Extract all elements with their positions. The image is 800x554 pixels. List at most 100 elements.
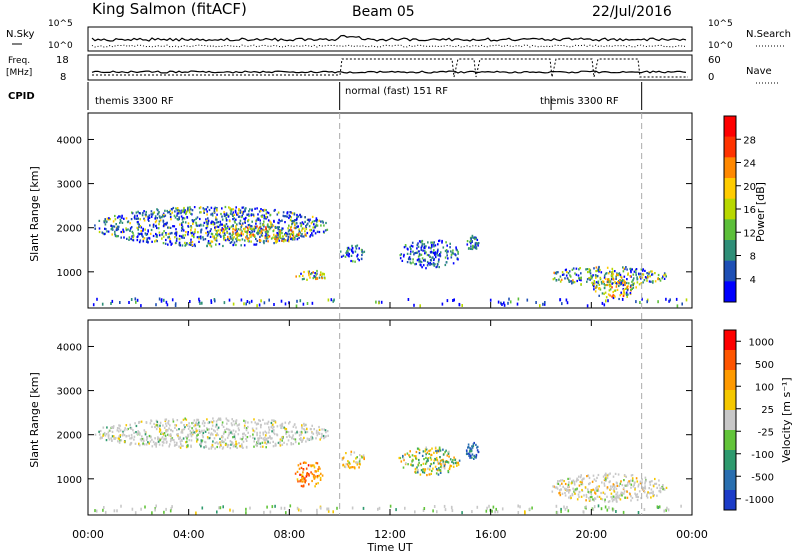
power-cell — [239, 239, 241, 242]
power-cell — [207, 217, 209, 220]
velocity-cell — [162, 432, 164, 436]
power-cell — [216, 218, 218, 221]
velocity-cell — [252, 429, 255, 432]
power-cell — [340, 255, 343, 258]
power-cell — [418, 240, 421, 243]
power-cell — [611, 282, 613, 285]
power-cell — [439, 255, 442, 258]
velocity-cell — [145, 421, 148, 424]
power-cell — [458, 302, 461, 306]
velocity-cell — [177, 434, 179, 437]
power-cell — [143, 237, 146, 240]
velocity-cell — [347, 465, 350, 468]
power-cell — [147, 217, 150, 220]
velocity-cell — [105, 433, 108, 436]
power-cell — [132, 239, 135, 242]
power-cell — [230, 237, 232, 240]
velocity-cell — [448, 450, 450, 453]
velocity-cell — [102, 434, 104, 437]
nsky-label: N.Sky — [6, 29, 34, 40]
power-cell — [432, 263, 434, 266]
velocity-cell — [585, 495, 588, 499]
power-cell — [309, 276, 311, 279]
power-cell — [471, 247, 474, 250]
velocity-cell — [451, 509, 454, 513]
power-cbar-swatch — [724, 178, 736, 199]
power-cell — [652, 280, 654, 283]
power-cell — [629, 267, 631, 271]
velocity-cell — [636, 498, 639, 502]
power-cell — [620, 276, 623, 279]
power-cell — [578, 277, 580, 280]
velocity-cell — [208, 421, 211, 424]
velocity-cell — [466, 452, 468, 455]
velocity-cell — [434, 457, 436, 461]
power-cell — [158, 234, 161, 237]
power-cell — [609, 294, 611, 297]
power-cell — [206, 230, 209, 233]
power-cell — [278, 230, 280, 233]
power-cell — [619, 279, 621, 282]
velocity-cell — [659, 487, 661, 490]
beam-title: Beam 05 — [352, 4, 415, 20]
velocity-cell — [153, 422, 155, 425]
power-cell — [147, 230, 149, 233]
power-cell — [631, 268, 633, 271]
power-cell — [632, 277, 635, 280]
velocity-cell — [101, 436, 103, 439]
velocity-cell — [294, 441, 297, 444]
power-cell — [268, 298, 270, 302]
velocity-cell — [594, 491, 596, 494]
power-cell — [163, 298, 165, 302]
power-cell — [256, 231, 259, 234]
velocity-cell — [165, 422, 167, 425]
power-cell — [139, 218, 141, 221]
power-cell — [565, 274, 568, 277]
power-cell — [578, 278, 581, 281]
velocity-cell — [225, 427, 228, 430]
power-cell — [195, 222, 198, 225]
power-cell — [245, 207, 247, 210]
power-cell — [164, 209, 166, 212]
power-cell — [626, 285, 628, 289]
velocity-cell — [225, 442, 227, 445]
freq-label: Freq. — [8, 56, 30, 66]
velocity-cell — [245, 427, 248, 430]
x-tick-label: 16:00 — [475, 528, 507, 541]
power-cell — [610, 274, 613, 277]
power-cell — [98, 227, 101, 230]
power-cell — [181, 226, 183, 229]
power-cell — [206, 210, 208, 213]
velocity-cell — [116, 509, 118, 513]
power-cell — [322, 230, 325, 233]
power-cell — [589, 272, 592, 275]
velocity-cell — [604, 473, 606, 477]
power-cell — [267, 225, 269, 228]
power-cell — [136, 214, 138, 217]
power-cell — [321, 273, 323, 276]
power-cell — [174, 236, 176, 239]
velocity-cell — [111, 435, 114, 438]
velocity-cell — [319, 438, 321, 441]
power-cell — [591, 281, 593, 284]
power-cell — [669, 298, 671, 302]
velocity-cell — [306, 474, 308, 477]
velocity-cell — [606, 476, 609, 480]
power-cell — [402, 255, 405, 258]
power-cell — [123, 236, 125, 239]
velocity-cell — [232, 429, 235, 432]
velocity-cell — [431, 469, 433, 473]
power-y-label: Slant Range [km] — [28, 166, 41, 262]
power-cell — [134, 217, 136, 220]
velocity-cell — [310, 471, 312, 474]
velocity-cell — [652, 490, 654, 493]
power-cell — [279, 234, 282, 237]
power-cell — [320, 224, 322, 227]
velocity-y-tick-label: 4000 — [57, 342, 82, 353]
velocity-cell — [312, 464, 314, 467]
power-cell — [287, 240, 290, 243]
power-cell — [631, 287, 633, 290]
power-cell — [563, 273, 565, 276]
velocity-cell — [414, 471, 416, 474]
velocity-cell — [195, 427, 197, 430]
